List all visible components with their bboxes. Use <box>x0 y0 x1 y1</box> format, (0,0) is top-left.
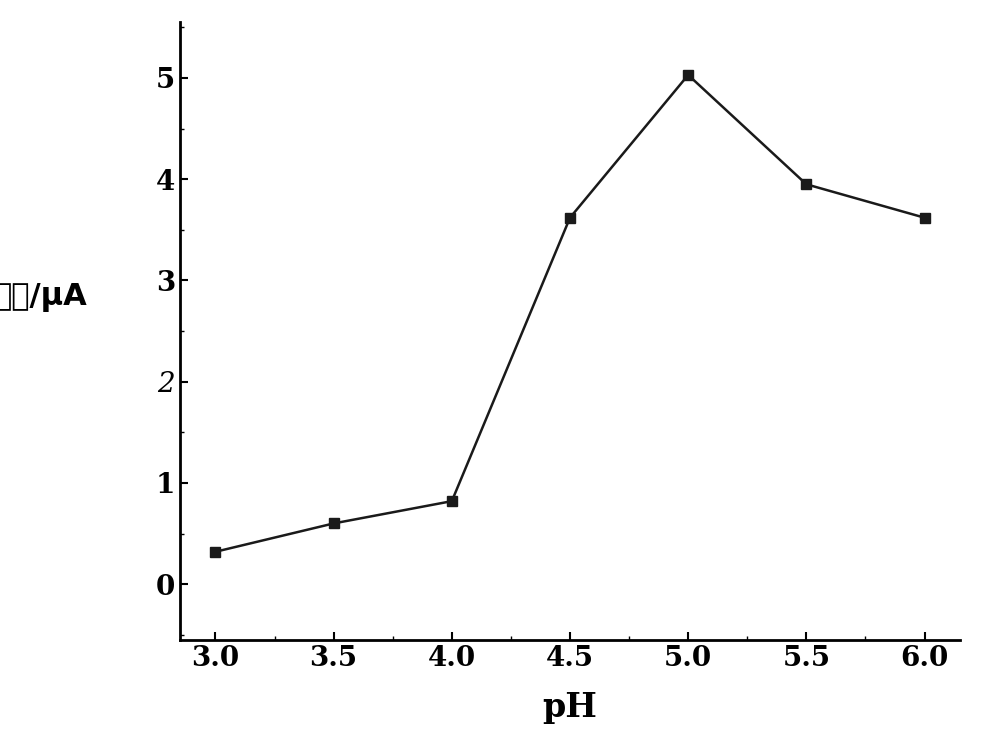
Text: 电流/μA: 电流/μA <box>0 283 87 312</box>
X-axis label: pH: pH <box>543 691 597 724</box>
